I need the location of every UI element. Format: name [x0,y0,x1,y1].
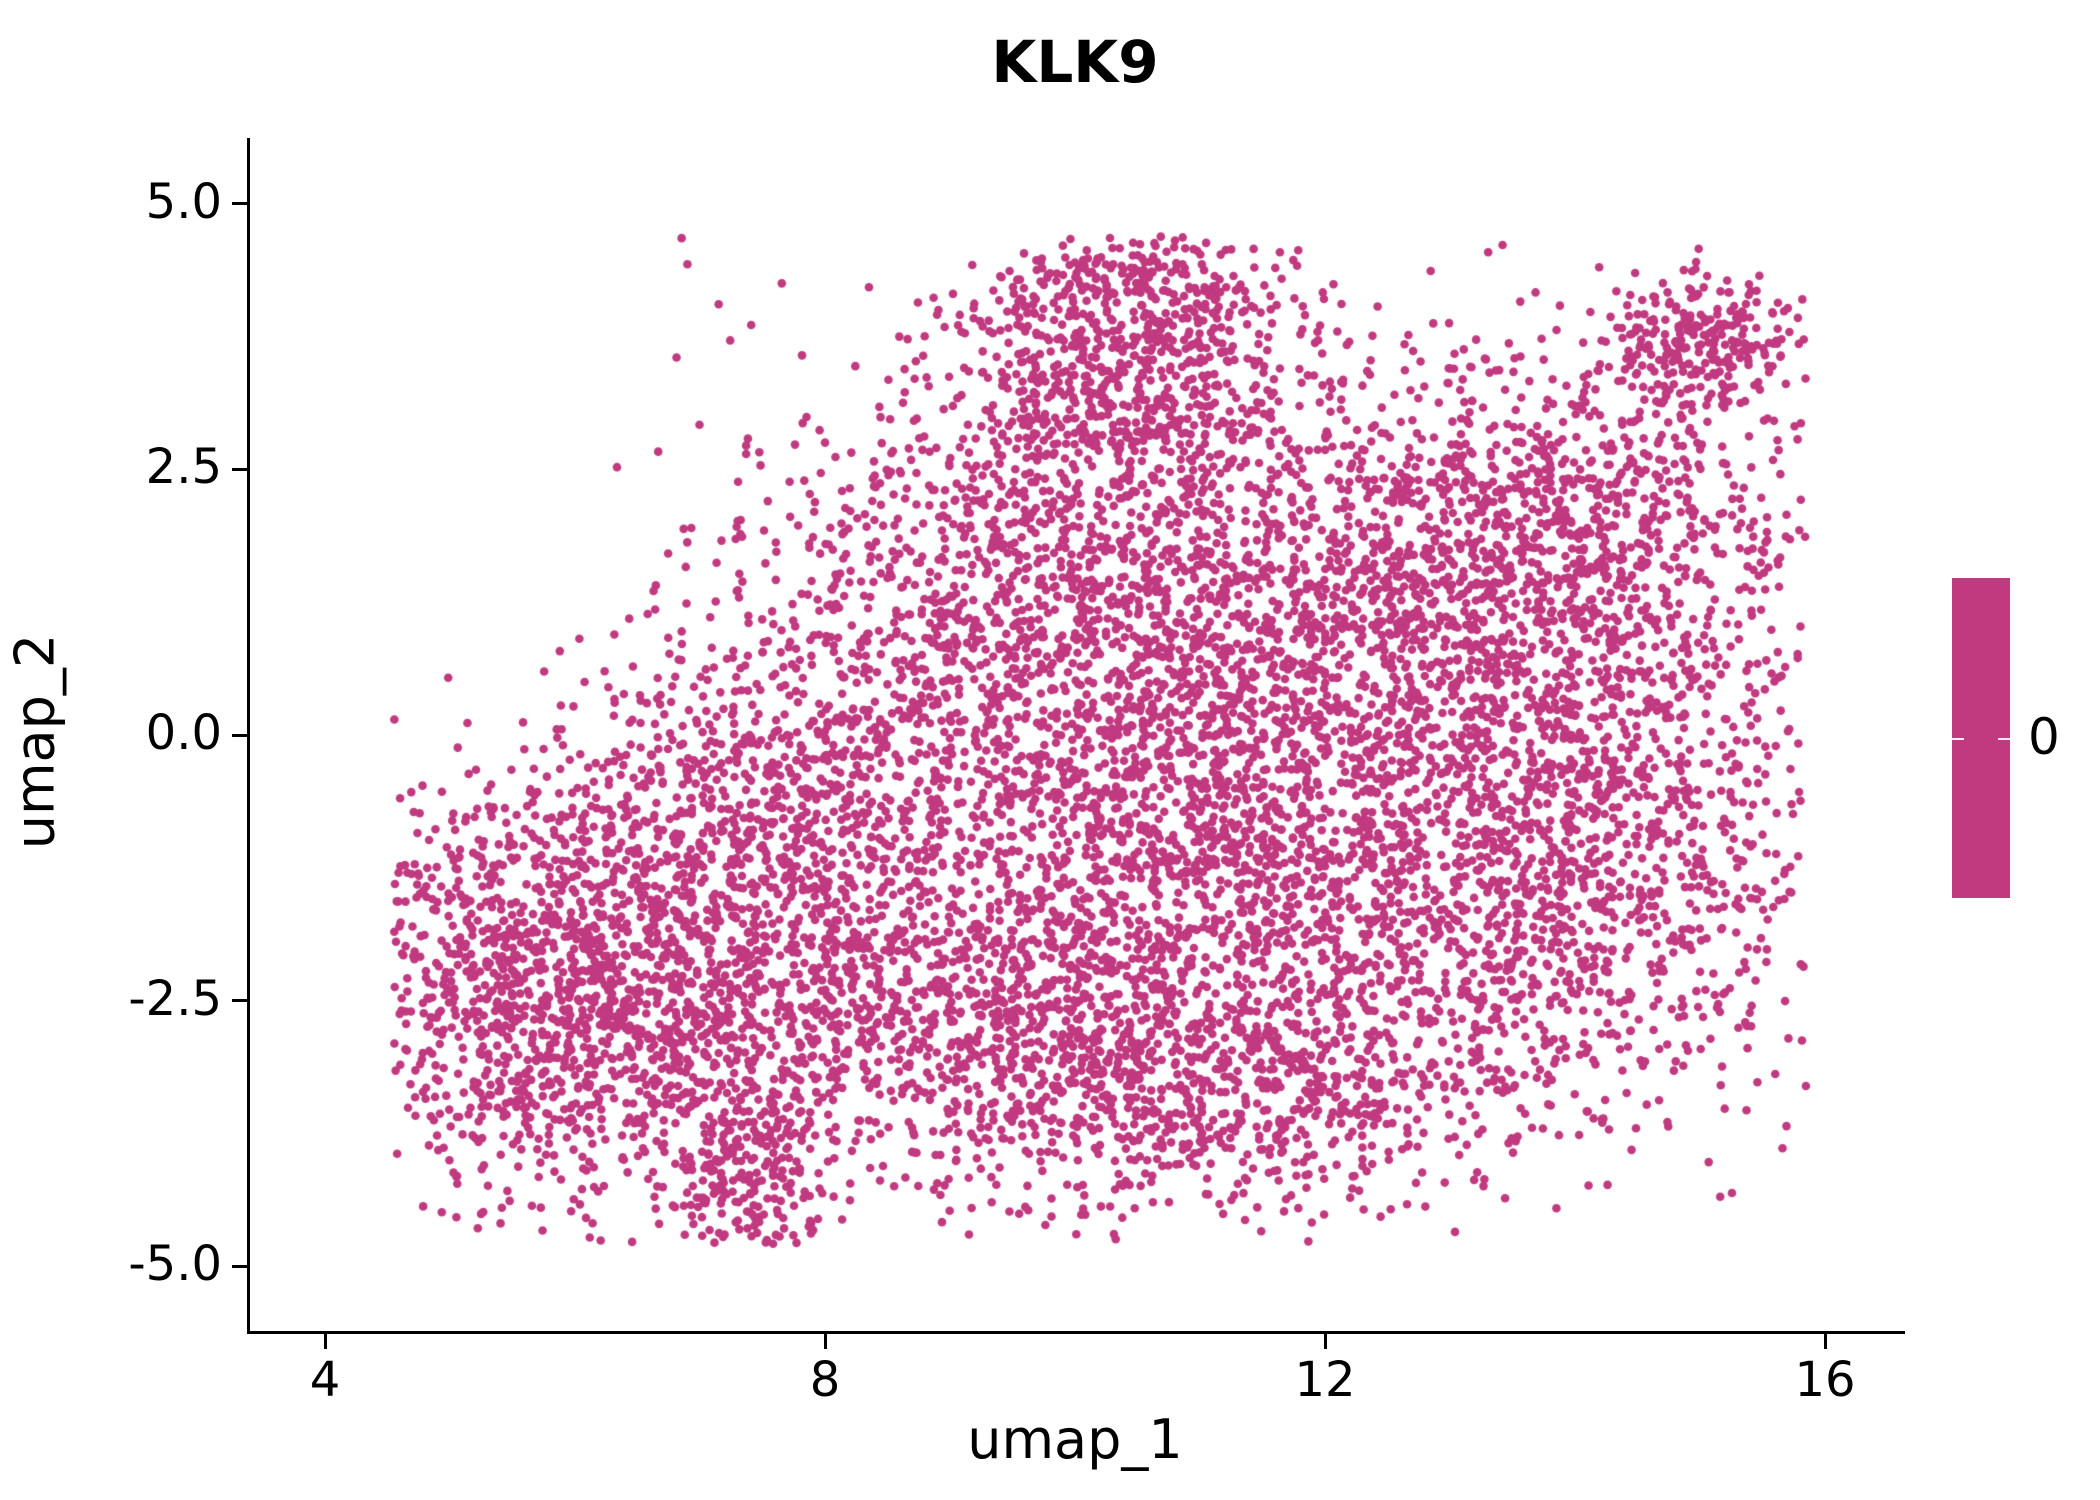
y-tick-mark [232,1264,247,1268]
x-tick-label: 8 [809,1352,841,1408]
colorbar-tick-right [1998,738,2010,740]
y-tick-label: 5.0 [145,173,222,230]
y-tick-label: -5.0 [128,1236,222,1293]
x-tick-label: 16 [1794,1352,1856,1408]
x-tick-mark [1323,1334,1327,1349]
y-tick-label: 2.5 [145,439,222,496]
x-axis-label: umap_1 [967,1408,1183,1471]
colorbar [1952,578,2010,898]
plot-title: KLK9 [991,28,1159,96]
y-tick-mark [232,733,247,737]
colorbar-label: 0 [2028,708,2060,766]
x-tick-mark [823,1334,827,1349]
colorbar-tick-left [1952,738,1964,740]
x-axis-line [247,1331,1905,1334]
y-tick-mark [232,999,247,1003]
y-tick-label: 0.0 [145,705,222,761]
y-tick-mark [232,467,247,471]
x-tick-mark [323,1334,327,1349]
y-axis-line [247,138,250,1334]
x-tick-mark [1823,1334,1827,1349]
x-tick-label: 4 [309,1352,341,1408]
x-tick-label: 12 [1294,1352,1356,1408]
y-tick-label: -2.5 [128,970,222,1027]
y-tick-mark [232,202,247,206]
